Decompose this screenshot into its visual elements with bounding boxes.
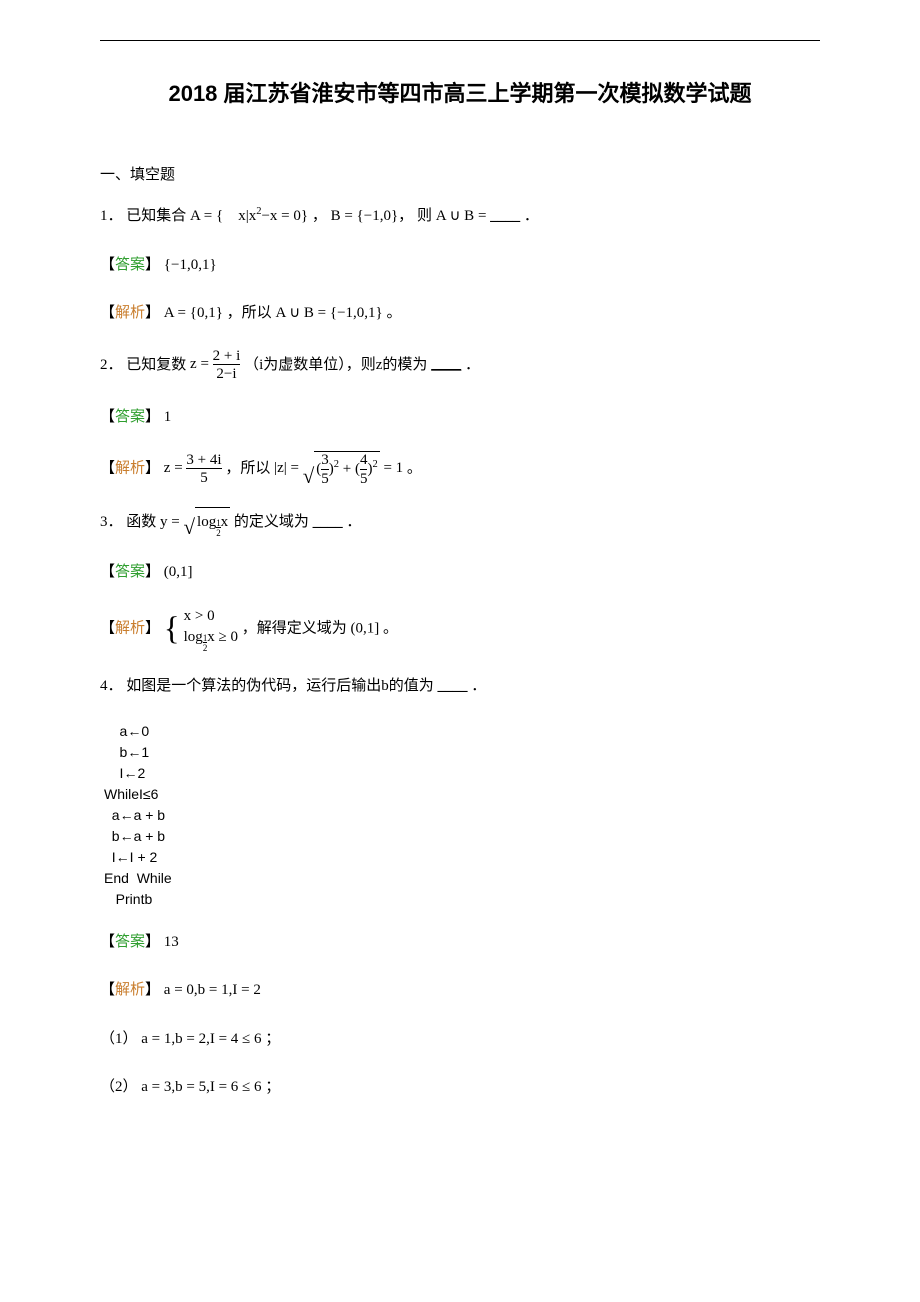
math: a = 1,b = 2,I = 4 ≤ 6 (141, 1031, 261, 1047)
answer-label: 答案 (115, 934, 145, 950)
answer-value: (0,1] (164, 564, 193, 580)
sqrt: √ (35)2 + (45)2 (303, 451, 380, 487)
problem-number: 2． (100, 356, 123, 372)
analysis-label: 解析 (115, 460, 145, 476)
math: z = 2 + i 2−i (190, 356, 244, 372)
fraction: 3 + 4i 5 (186, 452, 221, 487)
blank: ____ (431, 356, 461, 372)
blank: ____ (438, 678, 468, 694)
problem-2-analysis: 【解析】 z = 3 + 4i 5 ，所以 |z| = √ (35)2 + (4… (100, 451, 820, 487)
answer-label: 答案 (115, 564, 145, 580)
analysis-label: 解析 (115, 982, 145, 998)
problem-3-analysis: 【解析】 { x > 0 log12x ≥ 0 ，解得定义域为 (0,1] 。 (100, 606, 820, 652)
answer-label: 答案 (115, 257, 145, 273)
math: |z| = √ (35)2 + (45)2 = 1 (274, 460, 407, 476)
problem-2: 2． 已知复数 z = 2 + i 2−i （i为虚数单位），则z的模为 ___… (100, 348, 820, 383)
fraction: 2 + i 2−i (213, 348, 241, 383)
math: a = 3,b = 5,I = 6 ≤ 6 (141, 1079, 261, 1095)
brace-system: { x > 0 log12x ≥ 0 (164, 606, 238, 652)
math: (0,1] (351, 621, 380, 637)
stem-text: 已知复数 (126, 356, 186, 372)
stem-text: 已知集合 (126, 208, 186, 224)
problem-3-answer: 【答案】 (0,1] (100, 558, 820, 587)
exam-title: 2018 届江苏省淮安市等四市高三上学期第一次模拟数学试题 (100, 76, 820, 108)
problem-1: 1． 已知集合 A = { x|x2−x = 0} ， B = {−1,0}， … (100, 202, 820, 231)
math: B = {−1,0} (331, 208, 399, 224)
problem-4-step1: （1） a = 1,b = 2,I = 4 ≤ 6 ； (100, 1025, 820, 1054)
math: y = √ log12x (160, 514, 234, 530)
problem-4-answer: 【答案】 13 (100, 928, 820, 957)
page-top-divider (100, 40, 820, 41)
problem-3: 3． 函数 y = √ log12x 的定义域为 ____ ． (100, 507, 820, 538)
answer-value: {−1,0,1} (164, 257, 217, 273)
answer-label: 答案 (115, 409, 145, 425)
problem-number: 1． (100, 208, 123, 224)
problem-1-answer: 【答案】 {−1,0,1} (100, 251, 820, 280)
problem-4: 4． 如图是一个算法的伪代码，运行后输出b的值为 ____ ． (100, 672, 820, 701)
math: A ∪ B = (436, 208, 490, 224)
section-heading: 一、填空题 (100, 163, 820, 184)
problem-1-analysis: 【解析】 A = {0,1} ，所以 A ∪ B = {−1,0,1} 。 (100, 299, 820, 328)
analysis-label: 解析 (115, 305, 145, 321)
problem-4-step2: （2） a = 3,b = 5,I = 6 ≤ 6 ； (100, 1073, 820, 1102)
math: A = {0,1} (164, 305, 223, 321)
problem-number: 4． (100, 678, 123, 694)
problem-number: 3． (100, 514, 123, 530)
problem-2-answer: 【答案】 1 (100, 403, 820, 432)
math: A ∪ B = {−1,0,1} (275, 305, 382, 321)
stem-text: 函数 (126, 514, 156, 530)
math: z = 3 + 4i 5 (164, 460, 226, 476)
analysis-label: 解析 (115, 621, 145, 637)
math: a = 0,b = 1,I = 2 (164, 982, 261, 998)
blank: ____ (313, 514, 343, 530)
pseudocode-block: a←0 b←1 I←2 WhileI≤6 a←a + b b←a + b I←I… (100, 721, 820, 910)
answer-value: 1 (164, 409, 172, 425)
stem-text: 如图是一个算法的伪代码，运行后输出 (126, 678, 381, 694)
problem-4-analysis: 【解析】 a = 0,b = 1,I = 2 (100, 976, 820, 1005)
math: A = { x|x2−x = 0} (190, 208, 308, 224)
sqrt: √ log12x (184, 507, 231, 538)
answer-value: 13 (164, 934, 179, 950)
blank: ____ (490, 208, 520, 224)
